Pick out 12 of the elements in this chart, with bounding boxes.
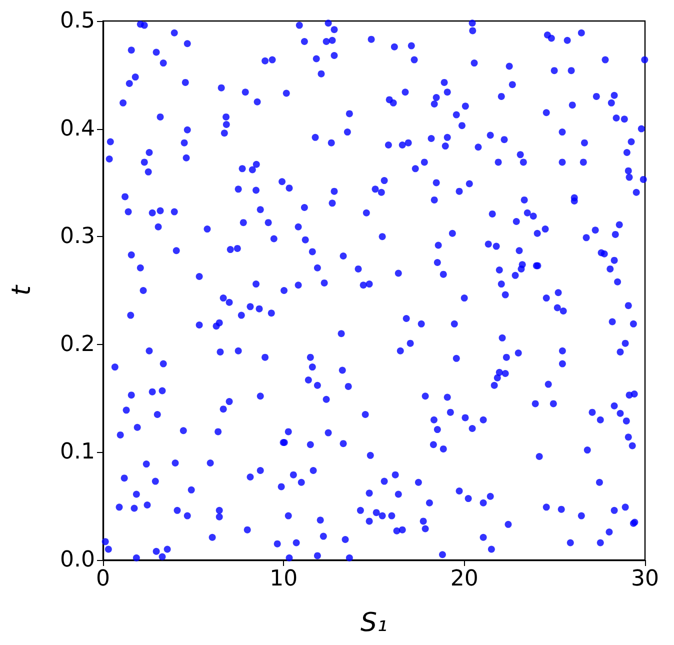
y-axis-title: t — [7, 284, 37, 296]
y-tick-label: 0.5 — [60, 8, 95, 34]
x-tick-label: 20 — [450, 566, 478, 592]
y-tick-label: 0.4 — [60, 116, 95, 142]
x-tick-label: 10 — [270, 566, 298, 592]
x-tick-label: 0 — [96, 566, 110, 592]
y-tick-label: 0.3 — [60, 224, 95, 250]
x-axis-title: S₁ — [360, 608, 388, 638]
y-tick-label: 0.1 — [60, 440, 95, 465]
y-tick-label: 0.2 — [60, 332, 95, 357]
x-tick-label: 30 — [631, 566, 659, 592]
y-tick-label: 0.0 — [60, 548, 95, 572]
